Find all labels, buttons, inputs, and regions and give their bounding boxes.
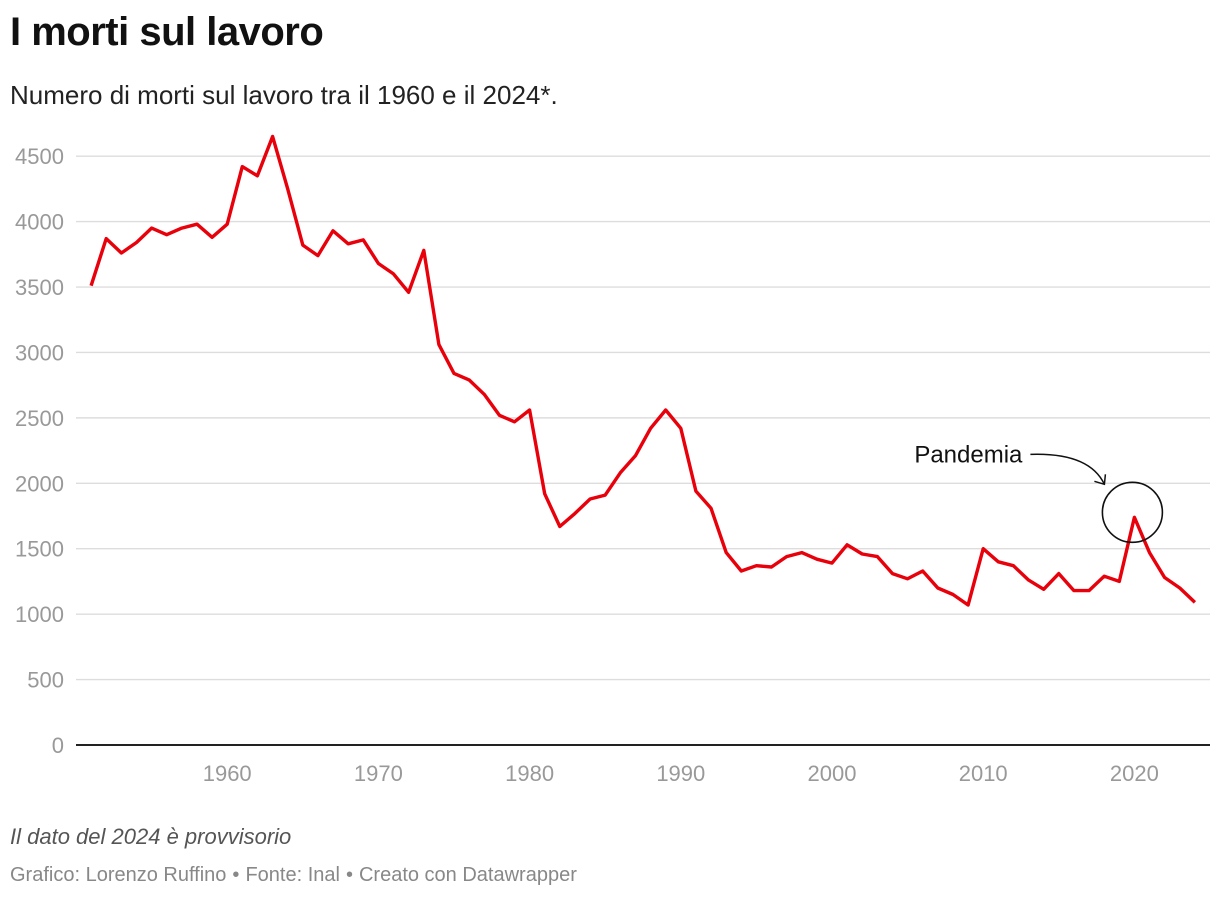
credit-author: Grafico: Lorenzo Ruffino <box>10 864 227 886</box>
x-tick-label: 2000 <box>808 761 857 786</box>
y-tick-label: 1500 <box>15 537 64 562</box>
series-line <box>89 134 1197 607</box>
x-tick-label: 1980 <box>505 761 554 786</box>
y-tick-label: 0 <box>52 733 64 758</box>
x-tick-label: 1960 <box>203 761 252 786</box>
credits: Grafico: Lorenzo Ruffino • Fonte: Inal • Cre… <box>10 864 577 887</box>
y-tick-label: 1000 <box>15 602 64 627</box>
credit-separator: • <box>232 864 240 886</box>
x-tick-label: 1990 <box>656 761 705 786</box>
credit-separator: • <box>345 864 353 886</box>
y-tick-label: 4500 <box>15 144 64 169</box>
y-tick-label: 4000 <box>15 210 64 235</box>
y-tick-label: 3000 <box>15 340 64 365</box>
y-tick-label: 3500 <box>15 275 64 300</box>
credit-source: Fonte: Inal <box>245 864 340 886</box>
chart-title: I morti sul lavoro <box>10 10 324 54</box>
x-tick-label: 2020 <box>1110 761 1159 786</box>
annotation-arrow <box>1030 453 1106 485</box>
annotation-label: Pandemia <box>914 441 1023 468</box>
annotation-arrowhead <box>1094 474 1107 486</box>
y-tick-label: 500 <box>27 668 64 693</box>
annotation-pandemia: Pandemia <box>914 441 1164 544</box>
footnote: Il dato del 2024 è provvisorio <box>10 824 292 849</box>
annotation-circle <box>1101 481 1164 544</box>
x-tick-label: 2010 <box>959 761 1008 786</box>
x-axis-ticks: 1960 1970 1980 1990 2000 2010 2020 <box>203 761 1159 786</box>
y-tick-label: 2500 <box>15 406 64 431</box>
chart-subtitle: Numero di morti sul lavoro tra il 1960 e… <box>10 80 558 110</box>
line-chart: 0 500 1000 1500 2000 2500 3000 3500 4000 4500 196… <box>15 134 1210 786</box>
y-tick-label: 2000 <box>15 471 64 496</box>
credit-tool: Creato con Datawrapper <box>358 864 577 886</box>
y-axis-ticks: 0 500 1000 1500 2000 2500 3000 3500 4000 4500 <box>15 144 64 758</box>
gridlines <box>76 155 1210 681</box>
x-tick-label: 1970 <box>354 761 403 786</box>
